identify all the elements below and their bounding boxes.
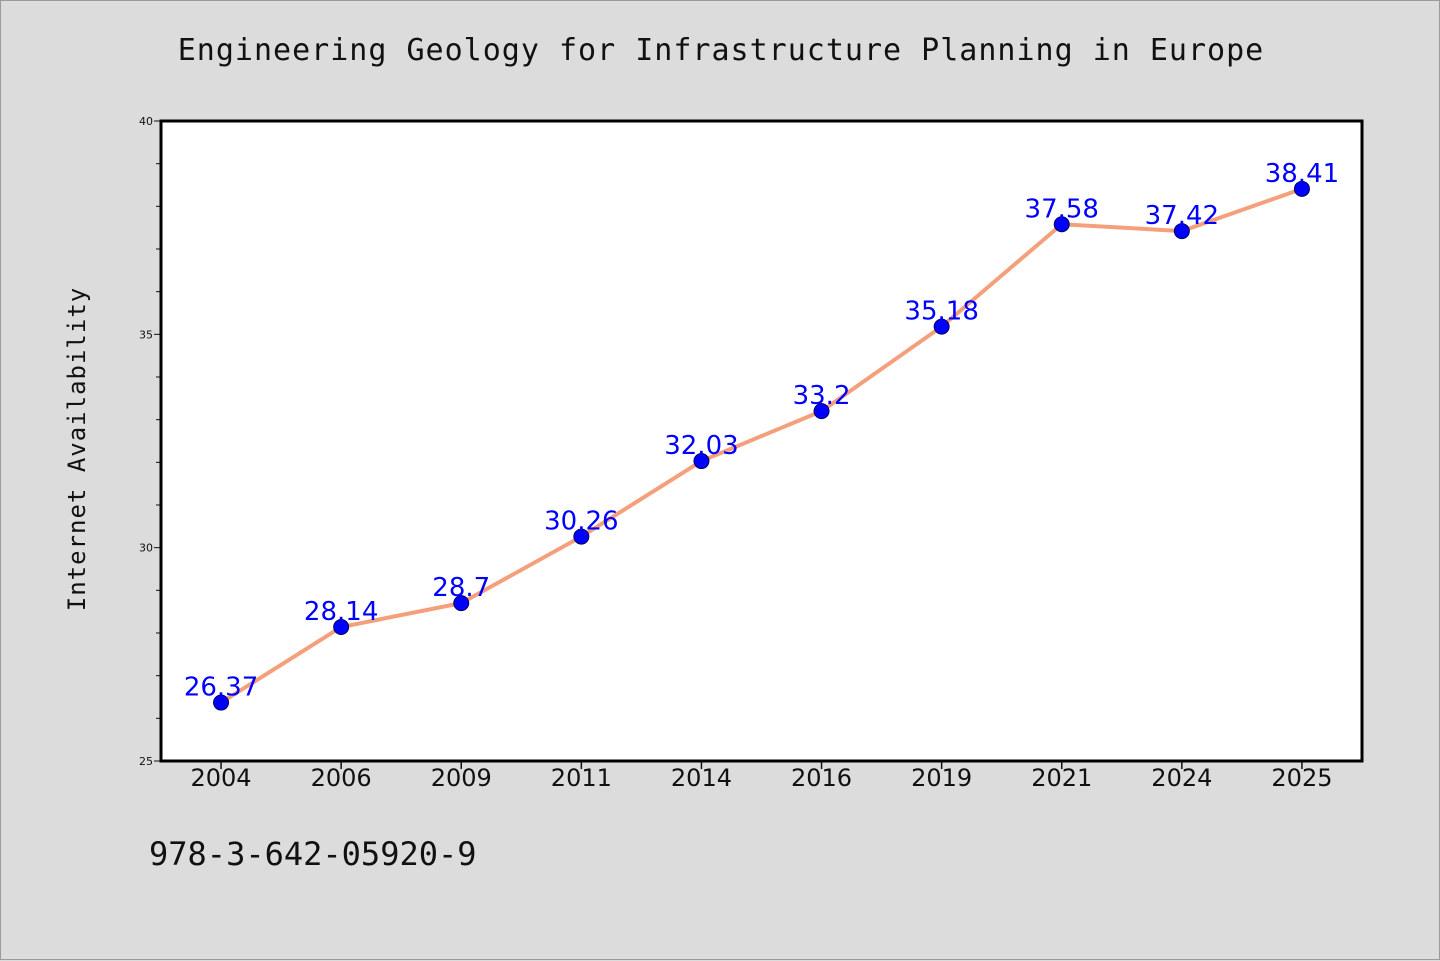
data-point	[333, 619, 350, 636]
data-label: 30.26	[544, 507, 618, 537]
x-tick-label: 2009	[431, 764, 492, 792]
data-label: 26.37	[184, 673, 258, 703]
data-point	[933, 318, 950, 335]
x-tick-label: 2011	[551, 764, 612, 792]
chart-title: Engineering Geology for Infrastructure P…	[177, 33, 1265, 68]
data-label: 33.2	[793, 381, 851, 411]
data-point	[693, 453, 710, 470]
plot-frame	[159, 119, 1364, 763]
data-label: 37.58	[1025, 194, 1099, 224]
x-tick-label: 2021	[1031, 764, 1092, 792]
data-point	[453, 595, 470, 612]
y-tick-label: 35	[139, 328, 153, 341]
x-tick-label: 2019	[911, 764, 972, 792]
data-label: 32.03	[664, 431, 738, 461]
x-tick-label: 2014	[671, 764, 732, 792]
series-line	[219, 186, 1304, 705]
data-label: 28.7	[432, 573, 490, 603]
x-tick-label: 2025	[1271, 764, 1332, 792]
data-label: 38.41	[1265, 159, 1339, 189]
x-tick-label: 2006	[311, 764, 372, 792]
y-tick-label: 25	[139, 755, 153, 768]
x-tick-label: 2004	[191, 764, 252, 792]
data-label: 35.18	[904, 297, 978, 327]
data-point	[1173, 223, 1190, 240]
data-label: 28.14	[304, 597, 378, 627]
y-tick-label: 40	[139, 115, 153, 128]
data-point	[813, 403, 830, 420]
data-point	[573, 528, 590, 545]
x-tick-label: 2016	[791, 764, 852, 792]
isbn-footer: 978-3-642-05920-9	[149, 835, 477, 873]
data-point	[1293, 180, 1310, 197]
data-label: 37.42	[1145, 201, 1219, 231]
plot-background	[161, 121, 1362, 761]
y-tick-label: 30	[139, 542, 153, 555]
data-point	[1053, 216, 1070, 233]
data-point	[213, 694, 230, 711]
x-tick-label: 2024	[1151, 764, 1212, 792]
